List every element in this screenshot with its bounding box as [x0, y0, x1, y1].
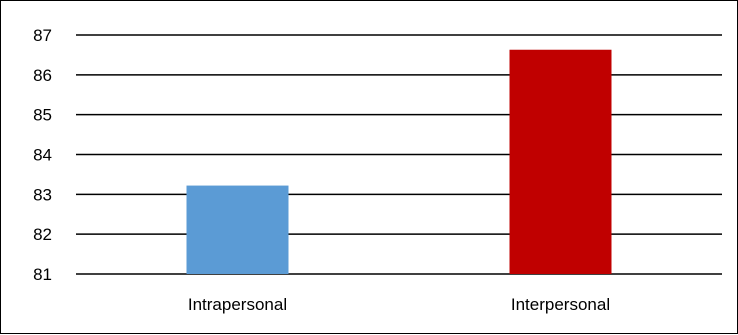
- bar-interpersonal: [509, 49, 612, 274]
- y-tick-label: 84: [33, 146, 52, 165]
- x-category-label: Interpersonal: [511, 295, 610, 314]
- y-tick-label: 85: [33, 106, 52, 125]
- y-tick-label: 83: [33, 185, 52, 204]
- x-category-label: Intrapersonal: [188, 295, 287, 314]
- x-axis-category-labels: Intrapersonal Interpersonal: [188, 295, 610, 314]
- y-tick-label: 81: [33, 265, 52, 284]
- y-tick-label: 87: [33, 26, 52, 45]
- y-tick-label: 86: [33, 66, 52, 85]
- bars: [186, 49, 612, 274]
- y-tick-label: 82: [33, 225, 52, 244]
- y-axis-tick-labels: 81 82 83 84 85 86 87: [33, 26, 52, 284]
- bar-intrapersonal: [186, 185, 289, 274]
- gridlines: [76, 34, 722, 275]
